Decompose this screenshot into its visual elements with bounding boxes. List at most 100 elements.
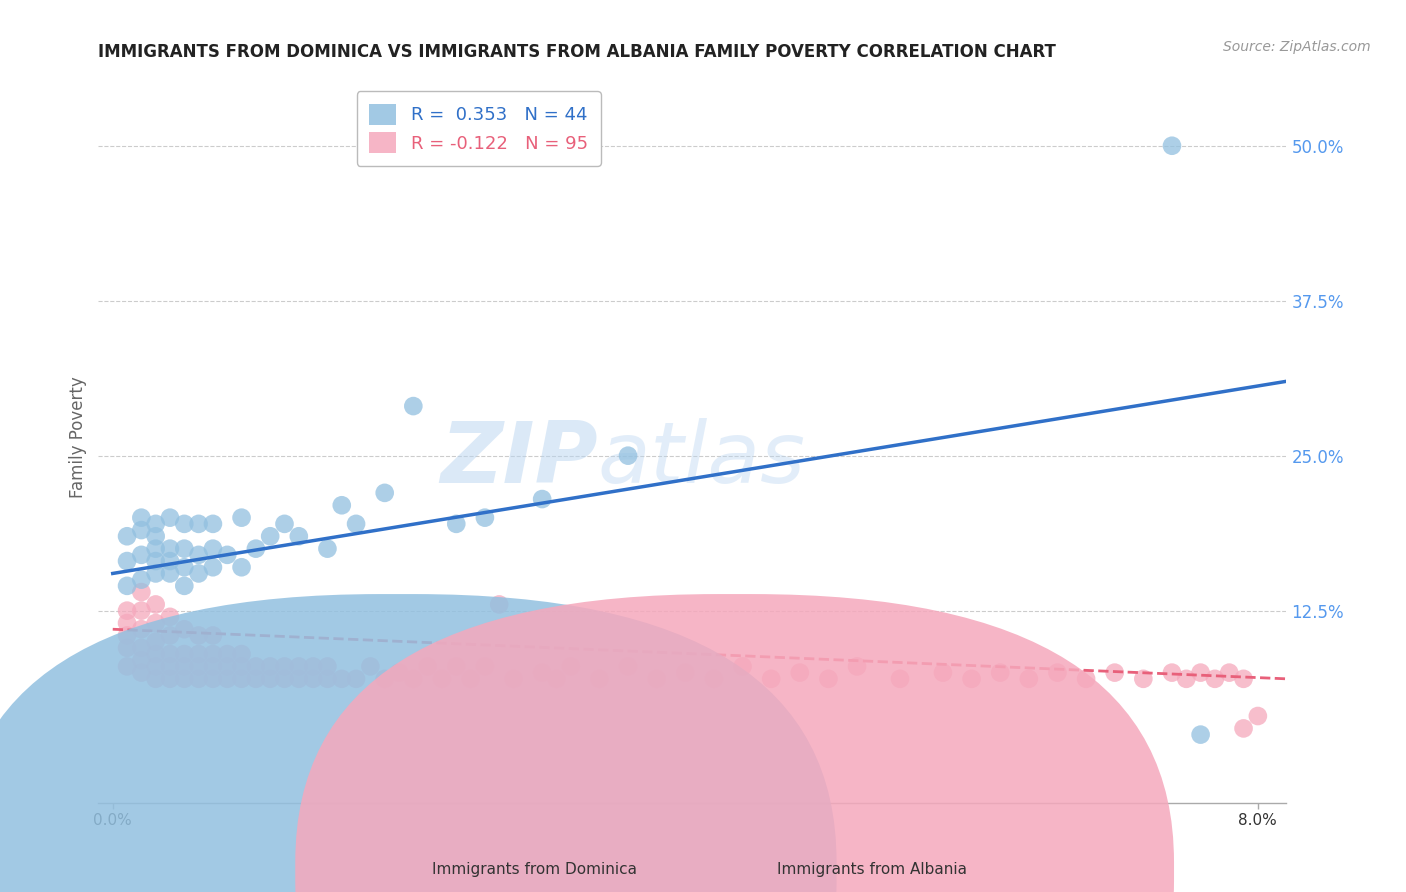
Text: Immigrants from Albania: Immigrants from Albania (776, 863, 967, 877)
Point (201, 541, 224, 556)
Point (187, 672, 209, 686)
Point (231, 560, 253, 574)
Point (173, 672, 195, 686)
Point (673, 665, 696, 680)
Text: Immigrants from Dominica: Immigrants from Dominica (432, 863, 637, 877)
Point (588, 672, 610, 686)
Point (131, 653, 153, 667)
Point (645, 672, 668, 686)
Point (1161, 138, 1184, 153)
Point (316, 659, 339, 673)
Point (145, 634, 167, 648)
Point (115, 640, 138, 655)
Point (187, 659, 209, 673)
Point (245, 659, 267, 673)
Point (173, 622, 195, 636)
Point (1074, 672, 1097, 686)
Point (374, 486, 396, 500)
Point (759, 672, 782, 686)
Point (245, 672, 267, 686)
Point (201, 647, 224, 661)
Point (617, 659, 640, 673)
Point (173, 516, 195, 531)
Point (316, 672, 339, 686)
Point (1132, 672, 1154, 686)
Point (731, 659, 754, 673)
Point (402, 399, 425, 413)
Point (1046, 665, 1069, 680)
Point (131, 622, 153, 636)
Point (115, 529, 138, 543)
Point (131, 548, 153, 562)
Point (546, 672, 568, 686)
Point (316, 541, 339, 556)
Point (402, 672, 425, 686)
Text: Source: ZipAtlas.com: Source: ZipAtlas.com (1223, 40, 1371, 54)
Point (388, 665, 411, 680)
Y-axis label: Family Poverty: Family Poverty (69, 376, 87, 498)
Point (145, 529, 167, 543)
Point (173, 659, 195, 673)
Point (159, 566, 181, 581)
Point (131, 523, 153, 537)
Point (932, 665, 955, 680)
Point (173, 647, 195, 661)
Point (1104, 665, 1126, 680)
Point (1247, 709, 1270, 723)
Point (460, 672, 482, 686)
Point (1232, 722, 1254, 736)
Point (145, 647, 167, 661)
Point (145, 672, 167, 686)
Point (789, 665, 811, 680)
Point (231, 510, 253, 524)
Point (159, 554, 181, 568)
Point (187, 548, 209, 562)
Point (145, 554, 167, 568)
Point (217, 659, 239, 673)
Point (703, 672, 725, 686)
Legend: R =  0.353   N = 44, R = -0.122   N = 95: R = 0.353 N = 44, R = -0.122 N = 95 (357, 91, 600, 166)
Point (173, 541, 195, 556)
Point (217, 672, 239, 686)
Point (531, 491, 554, 506)
Point (288, 659, 311, 673)
Point (231, 659, 253, 673)
Point (1189, 665, 1212, 680)
Point (187, 628, 209, 642)
Point (201, 628, 224, 642)
Point (145, 541, 167, 556)
Point (131, 665, 153, 680)
Point (359, 659, 381, 673)
Point (531, 665, 554, 680)
Point (245, 541, 267, 556)
Point (187, 566, 209, 581)
Point (145, 598, 167, 612)
Point (889, 672, 911, 686)
Point (288, 529, 311, 543)
Point (430, 672, 453, 686)
Point (446, 659, 468, 673)
Point (1204, 672, 1226, 686)
Point (231, 647, 253, 661)
Text: atlas: atlas (598, 417, 806, 500)
Text: ZIP: ZIP (440, 417, 598, 500)
Point (187, 516, 209, 531)
Point (115, 579, 138, 593)
Point (145, 566, 167, 581)
Point (173, 560, 195, 574)
Point (159, 610, 181, 624)
Point (1161, 665, 1184, 680)
Point (273, 659, 295, 673)
Point (159, 672, 181, 686)
Point (374, 672, 396, 686)
Point (344, 516, 367, 531)
Point (273, 672, 295, 686)
Point (416, 659, 439, 673)
Point (474, 510, 496, 524)
Point (259, 659, 281, 673)
Point (273, 516, 295, 531)
Point (1018, 672, 1040, 686)
Point (302, 672, 325, 686)
Point (131, 573, 153, 587)
Point (288, 672, 311, 686)
